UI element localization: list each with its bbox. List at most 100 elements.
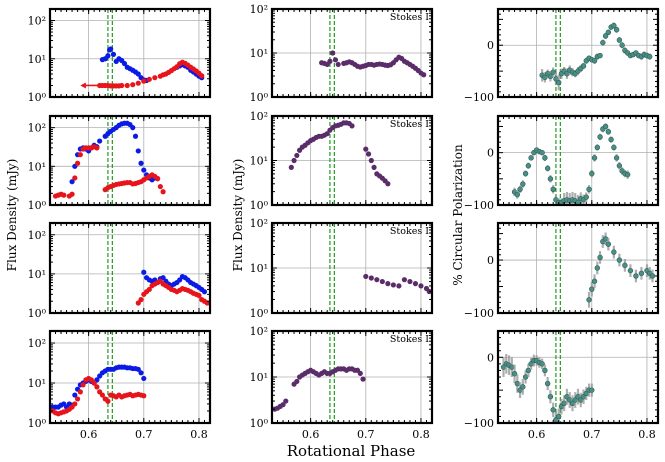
data-point bbox=[324, 131, 330, 137]
data-point bbox=[146, 286, 152, 293]
y-tick-label: −100 bbox=[464, 199, 494, 212]
data-point bbox=[597, 134, 603, 140]
axes-frame bbox=[270, 329, 434, 425]
data-point bbox=[141, 375, 147, 382]
y-tick-label: 0 bbox=[487, 147, 494, 160]
data-point bbox=[291, 157, 297, 164]
y-tick-label: 10¹ bbox=[28, 377, 46, 390]
data-point bbox=[520, 181, 526, 187]
data-point bbox=[363, 146, 369, 152]
data-point bbox=[401, 277, 408, 283]
data-point bbox=[141, 269, 147, 275]
data-point bbox=[365, 151, 372, 157]
data-point bbox=[600, 39, 606, 46]
y-tick-label: 10⁰ bbox=[28, 307, 47, 320]
data-point bbox=[146, 76, 152, 82]
arrow-head bbox=[80, 82, 86, 89]
data-point bbox=[141, 167, 147, 173]
data-point bbox=[332, 57, 339, 63]
data-point bbox=[357, 370, 363, 376]
y-tick-label: 10⁰ bbox=[250, 307, 269, 320]
data-point bbox=[611, 249, 617, 255]
data-point bbox=[72, 401, 78, 407]
data-point bbox=[390, 282, 396, 288]
data-point bbox=[379, 278, 385, 285]
y-tick-label: 10¹ bbox=[250, 371, 268, 384]
data-point bbox=[349, 123, 355, 129]
x-axis-label: Rotational Phase bbox=[287, 442, 416, 460]
data-point bbox=[108, 46, 114, 52]
data-point bbox=[135, 80, 141, 86]
data-point bbox=[597, 254, 603, 261]
data-layer bbox=[586, 232, 656, 308]
axes-frame bbox=[48, 7, 212, 99]
data-point bbox=[152, 75, 158, 81]
data-point bbox=[555, 413, 562, 420]
data-point bbox=[74, 396, 81, 402]
y-tick-label: 10² bbox=[250, 110, 268, 123]
data-point bbox=[97, 138, 103, 144]
data-point bbox=[124, 82, 130, 89]
data-point bbox=[525, 367, 532, 374]
data-point bbox=[110, 51, 117, 57]
y-tick-label: 10¹ bbox=[250, 155, 268, 168]
data-layer bbox=[97, 46, 205, 89]
x-tick-label: 0.6 bbox=[528, 428, 546, 441]
data-point bbox=[135, 148, 141, 154]
data-point bbox=[280, 402, 286, 408]
data-point bbox=[511, 371, 518, 377]
data-point bbox=[94, 145, 100, 151]
x-tick-label: 0.6 bbox=[80, 428, 98, 441]
data-point bbox=[77, 389, 83, 395]
y-tick-label: −100 bbox=[464, 307, 494, 320]
axes-frame bbox=[270, 114, 434, 207]
data-point bbox=[368, 275, 374, 281]
data-point bbox=[611, 144, 617, 151]
data-layer bbox=[272, 366, 366, 412]
data-point bbox=[586, 297, 592, 303]
axes-frame bbox=[496, 221, 660, 315]
data-point bbox=[154, 176, 161, 182]
axes-frame bbox=[496, 329, 660, 425]
data-point bbox=[605, 241, 612, 247]
x-tick-label: 0.6 bbox=[302, 428, 320, 441]
data-point bbox=[542, 155, 548, 161]
data-point bbox=[201, 289, 208, 295]
panel-row2-col1: 10⁰ 10¹ 10² bbox=[28, 114, 212, 212]
data-point bbox=[130, 125, 136, 131]
y-tick-label: 10² bbox=[250, 217, 268, 230]
data-point bbox=[597, 52, 603, 59]
panel-row4-col2: 10⁰ 10¹ 10² 0.6 0.7 0.8 Stokes I bbox=[250, 325, 434, 441]
axes-frame bbox=[270, 7, 434, 99]
data-point bbox=[74, 160, 81, 166]
data-point bbox=[407, 278, 413, 285]
y-tick-label: 10² bbox=[28, 122, 46, 135]
data-point bbox=[539, 149, 545, 156]
data-point bbox=[613, 155, 620, 161]
data-layer bbox=[135, 269, 210, 306]
data-point bbox=[591, 278, 598, 284]
data-point bbox=[602, 33, 609, 39]
data-point bbox=[138, 370, 144, 376]
y-tick-label: 10⁰ bbox=[250, 91, 269, 104]
panel-row1-col1: 10⁰ 10¹ 10² bbox=[28, 7, 212, 104]
data-point bbox=[160, 189, 166, 195]
data-point bbox=[138, 160, 144, 166]
data-point bbox=[544, 380, 551, 387]
panel-row2-col2: 10⁰ 10¹ 10² Stokes I bbox=[250, 110, 434, 212]
data-point bbox=[330, 50, 336, 56]
y-tick-label: 10¹ bbox=[28, 160, 46, 173]
x-tick-label: 0.8 bbox=[190, 428, 208, 441]
y-tick-label: 0 bbox=[487, 351, 494, 364]
y-tick-label: −100 bbox=[464, 91, 494, 104]
data-point bbox=[360, 376, 366, 382]
data-point bbox=[91, 380, 97, 386]
stokes-annotation: Stokes I bbox=[390, 226, 429, 237]
data-point bbox=[608, 136, 614, 143]
data-point bbox=[605, 29, 612, 35]
y-tick-label: 10¹ bbox=[28, 268, 46, 281]
data-point bbox=[371, 164, 377, 170]
data-point bbox=[99, 392, 106, 398]
y-tick-label: 10⁰ bbox=[250, 199, 269, 212]
